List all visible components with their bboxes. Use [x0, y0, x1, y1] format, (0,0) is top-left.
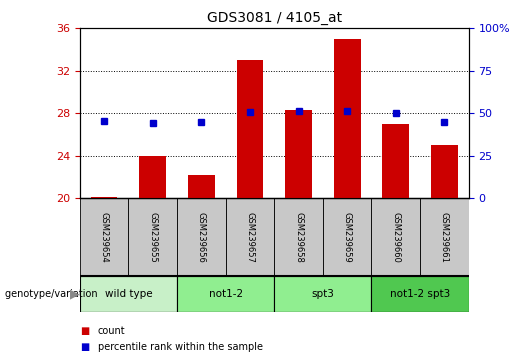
Text: GDS3081 / 4105_at: GDS3081 / 4105_at — [207, 11, 342, 25]
Text: ▶: ▶ — [70, 287, 79, 300]
Text: genotype/variation: genotype/variation — [5, 289, 101, 299]
Text: GSM239657: GSM239657 — [246, 212, 254, 263]
Text: ■: ■ — [80, 326, 89, 336]
Bar — [274, 276, 371, 312]
Bar — [285, 110, 312, 198]
Bar — [382, 124, 409, 198]
Bar — [177, 276, 274, 312]
Bar — [91, 197, 117, 198]
Bar — [236, 60, 263, 198]
Bar — [431, 145, 458, 198]
Bar — [80, 198, 128, 276]
Text: GSM239656: GSM239656 — [197, 212, 206, 263]
Text: GSM239660: GSM239660 — [391, 212, 400, 263]
Text: count: count — [98, 326, 126, 336]
Bar — [334, 39, 360, 198]
Bar — [226, 198, 274, 276]
Bar — [177, 198, 226, 276]
Text: GSM239655: GSM239655 — [148, 212, 157, 263]
Text: ■: ■ — [80, 342, 89, 352]
Text: wild type: wild type — [105, 289, 152, 299]
Bar — [128, 198, 177, 276]
Text: GSM239661: GSM239661 — [440, 212, 449, 263]
Text: spt3: spt3 — [312, 289, 334, 299]
Text: GSM239659: GSM239659 — [342, 212, 352, 263]
Bar — [371, 276, 469, 312]
Bar — [323, 198, 371, 276]
Bar — [371, 198, 420, 276]
Text: not1-2 spt3: not1-2 spt3 — [390, 289, 450, 299]
Text: not1-2: not1-2 — [209, 289, 243, 299]
Bar — [274, 198, 323, 276]
Text: GSM239658: GSM239658 — [294, 212, 303, 263]
Bar — [80, 276, 177, 312]
Text: percentile rank within the sample: percentile rank within the sample — [98, 342, 263, 352]
Text: GSM239654: GSM239654 — [99, 212, 109, 263]
Bar — [420, 198, 469, 276]
Bar — [140, 156, 166, 198]
Bar — [188, 175, 215, 198]
